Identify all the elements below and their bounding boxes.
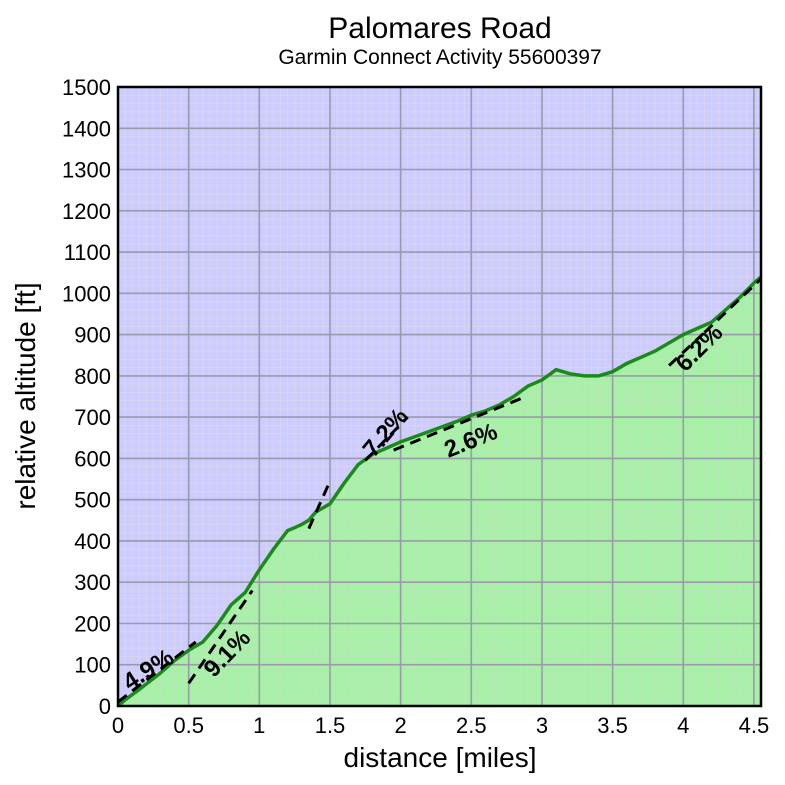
y-tick-label: 600 [74,446,111,471]
trend-lines [117,277,763,704]
x-tick-labels: 0 0.5 1 1.5 2 2.5 3 3.5 4 4.5 [112,713,769,738]
x-tick-label: 0.5 [173,713,204,738]
y-tick-label: 1400 [62,116,111,141]
y-tick-label: 1500 [62,75,111,100]
x-tick-label: 3 [536,713,548,738]
chart-subtitle: Garmin Connect Activity 55600397 [278,46,601,69]
x-tick-label: 4.5 [739,713,770,738]
y-tick-labels: 0 100 200 300 400 500 600 700 800 900 1000 1100 1200… [62,75,111,719]
trend-line [364,416,409,462]
y-tick-label: 200 [74,612,111,637]
trend-line [307,480,332,530]
y-tick-label: 500 [74,488,111,513]
x-axis-label: distance [miles] [344,742,537,773]
x-tick-label: 1.5 [315,713,346,738]
y-tick-label: 100 [74,653,111,678]
altitude-line [116,275,763,708]
chart-title: Palomares Road [328,12,551,45]
trend-line [393,397,522,452]
y-tick-label: 1300 [62,158,111,183]
y-tick-label: 1200 [62,199,111,224]
x-tick-label: 0 [112,713,124,738]
y-tick-label: 300 [74,570,111,595]
y-tick-label: 0 [99,694,111,719]
x-tick-label: 2.5 [456,713,487,738]
y-tick-label: 700 [74,405,111,430]
y-tick-label: 400 [74,529,111,554]
y-tick-label: 900 [74,323,111,348]
y-tick-label: 1000 [62,281,111,306]
trend-line [187,589,254,685]
trend-line [703,277,763,334]
plot-frame [116,85,763,708]
y-tick-label: 800 [74,364,111,389]
trend-line [117,640,197,704]
y-axis-label: relative altitude [ft] [10,282,41,509]
y-tick-label: 1100 [64,240,111,265]
x-tick-label: 1 [253,713,265,738]
x-tick-label: 2 [394,713,406,738]
x-tick-label: 3.5 [597,713,628,738]
major-grid [117,86,761,707]
trend-line [668,331,706,367]
x-tick-label: 4 [677,713,689,738]
